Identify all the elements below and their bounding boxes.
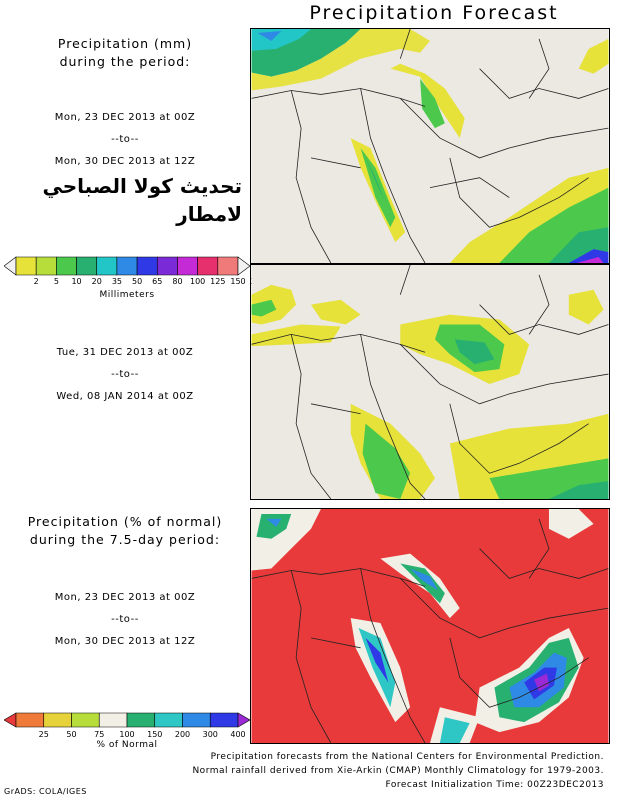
arabic-caption-line2: لامطار <box>176 202 242 226</box>
panel3-heading-line2: during the 7.5-day period: <box>29 532 221 547</box>
pct-scale-swatch <box>209 712 239 728</box>
pct-scale-tick-label: 150 <box>147 730 163 739</box>
panel3-heading-line1: Precipitation (% of normal) <box>27 514 223 529</box>
mm-scale-tick-label: 50 <box>131 277 143 286</box>
pct-scale-swatch <box>15 712 45 728</box>
panel1-heading-line1: Precipitation (mm) <box>57 36 193 51</box>
mm-scale-tick-label: 35 <box>111 277 122 286</box>
mm-scale-swatch <box>177 256 198 276</box>
mm-scale-ticks: 25102035506580100125150200 <box>4 277 266 289</box>
mm-scale-swatch <box>197 256 219 276</box>
mm-scale-swatch <box>15 256 37 276</box>
panel3-to: --to-- <box>111 614 139 625</box>
arabic-caption-line1: تحديث كولا الصباحي <box>42 174 242 198</box>
mm-scale-tick-label: 5 <box>53 277 59 286</box>
mm-scale-tick-label: 10 <box>71 277 82 286</box>
mm-scale-swatch <box>156 256 178 276</box>
pct-scale-swatch <box>71 712 100 728</box>
mm-scale-swatch <box>237 256 250 276</box>
mm-scale-swatch <box>4 256 17 276</box>
panel3-start: Mon, 23 DEC 2013 at 00Z <box>54 592 196 603</box>
mm-scale-swatch <box>116 256 138 276</box>
pct-scale-swatch <box>4 712 17 728</box>
pct-scale-tick-label: 300 <box>202 730 218 739</box>
footer-line2: Normal rainfall derived from Xie-Arkin (… <box>192 766 604 776</box>
mm-scale-tick-label: 150 <box>230 277 246 286</box>
pct-scale-tick-label: 400 <box>230 730 246 739</box>
pct-scale-swatch <box>154 712 183 728</box>
mm-scale-tick-label: 80 <box>172 277 183 286</box>
mm-scale-tick-label: 2 <box>33 277 39 286</box>
mm-scale-swatch <box>56 256 77 276</box>
panel2-start: Tue, 31 DEC 2013 at 00Z <box>56 347 194 358</box>
pct-scale-tick-label: 100 <box>119 730 135 739</box>
panel1-start: Mon, 23 DEC 2013 at 00Z <box>54 112 196 123</box>
mm-color-scale <box>4 256 250 276</box>
pct-normal-map <box>250 508 610 744</box>
panel1-to: --to-- <box>111 134 139 145</box>
footer-line1: Precipitation forecasts from the Nationa… <box>210 752 604 762</box>
panel1-end: Mon, 30 DEC 2013 at 12Z <box>54 156 196 167</box>
pct-scale-tick-label: 25 <box>38 730 49 739</box>
footer-line3: Forecast Initialization Time: 00Z23DEC20… <box>385 780 604 790</box>
panel1-heading-line2: during the period: <box>59 54 191 69</box>
mm-scale-label: Millimeters <box>99 290 155 300</box>
pct-scale-swatch <box>126 712 156 728</box>
mm-scale-tick-label: 125 <box>210 277 226 286</box>
panel3-end: Mon, 30 DEC 2013 at 12Z <box>54 636 196 647</box>
precip-map-week1 <box>250 28 610 264</box>
pct-scale-label: % of Normal <box>96 740 158 750</box>
pct-scale-swatch <box>98 712 128 728</box>
mm-scale-swatch <box>96 256 118 276</box>
precip-map-week2 <box>250 264 610 500</box>
pct-scale-tick-label: 75 <box>94 730 105 739</box>
mm-scale-swatch <box>136 256 158 276</box>
grads-credit: GrADS: COLA/IGES <box>4 787 87 796</box>
mm-scale-swatch <box>35 256 57 276</box>
mm-scale-tick-label: 100 <box>189 277 206 286</box>
mm-scale-tick-label: 20 <box>91 277 102 286</box>
pct-scale-swatch <box>237 712 250 728</box>
pct-scale-tick-label: 200 <box>174 730 191 739</box>
panel2-to: --to-- <box>111 369 139 380</box>
pct-scale-swatch <box>182 712 211 728</box>
mm-scale-tick-label: 65 <box>152 277 163 286</box>
panel2-end: Wed, 08 JAN 2014 at 00Z <box>56 391 194 402</box>
pct-scale-swatch <box>43 712 72 728</box>
pct-color-scale <box>4 712 250 728</box>
mm-scale-swatch <box>76 256 98 276</box>
mm-scale-swatch <box>217 256 239 276</box>
page-title: Precipitation Forecast <box>309 2 559 24</box>
pct-scale-tick-label: 50 <box>66 730 77 739</box>
